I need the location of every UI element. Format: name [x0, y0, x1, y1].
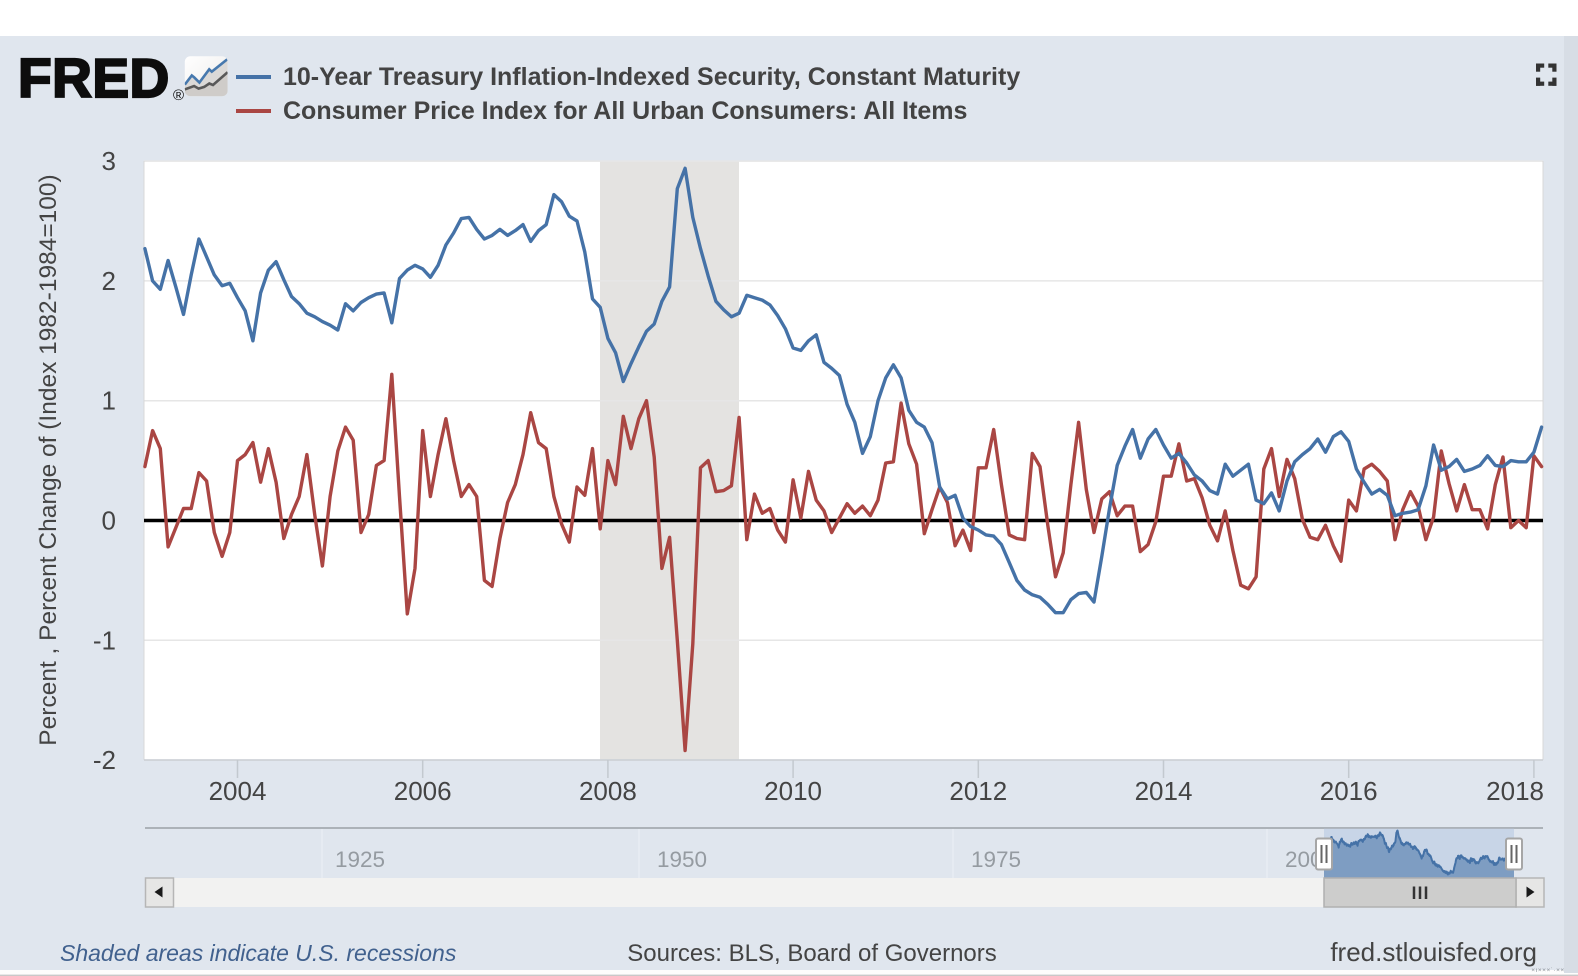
svg-text:2008: 2008	[579, 776, 637, 806]
svg-text:2010: 2010	[764, 776, 822, 806]
svg-text:10-Year Treasury Inflation-Ind: 10-Year Treasury Inflation-Indexed Secur…	[283, 63, 1020, 91]
svg-text:2: 2	[102, 266, 116, 296]
svg-text:1: 1	[102, 386, 116, 416]
svg-text:×ı×××˙·××: ×ı×××˙·××	[1531, 966, 1564, 974]
svg-text:FRED: FRED	[18, 47, 170, 109]
svg-text:Sources: BLS, Board of Governo: Sources: BLS, Board of Governors	[627, 940, 997, 967]
svg-text:®: ®	[173, 87, 184, 104]
svg-text:Consumer Price Index for All U: Consumer Price Index for All Urban Consu…	[283, 97, 967, 125]
svg-text:3: 3	[102, 146, 116, 176]
svg-text:1975: 1975	[971, 847, 1021, 872]
svg-text:fred.stlouisfed.org: fred.stlouisfed.org	[1330, 937, 1537, 967]
svg-text:Percent , Percent Change of (I: Percent , Percent Change of (Index 1982-…	[35, 174, 62, 745]
svg-text:2014: 2014	[1135, 776, 1193, 806]
svg-text:-2: -2	[93, 745, 116, 775]
svg-text:0: 0	[102, 506, 116, 536]
svg-text:-1: -1	[93, 625, 116, 655]
svg-text:1925: 1925	[335, 847, 385, 872]
svg-text:2006: 2006	[394, 776, 452, 806]
svg-text:2018: 2018	[1486, 776, 1544, 806]
svg-text:Shaded areas indicate U.S. rec: Shaded areas indicate U.S. recessions	[60, 940, 457, 966]
svg-text:2004: 2004	[209, 776, 267, 806]
svg-text:1950: 1950	[657, 847, 707, 872]
svg-text:2012: 2012	[949, 776, 1007, 806]
svg-text:2016: 2016	[1320, 776, 1378, 806]
